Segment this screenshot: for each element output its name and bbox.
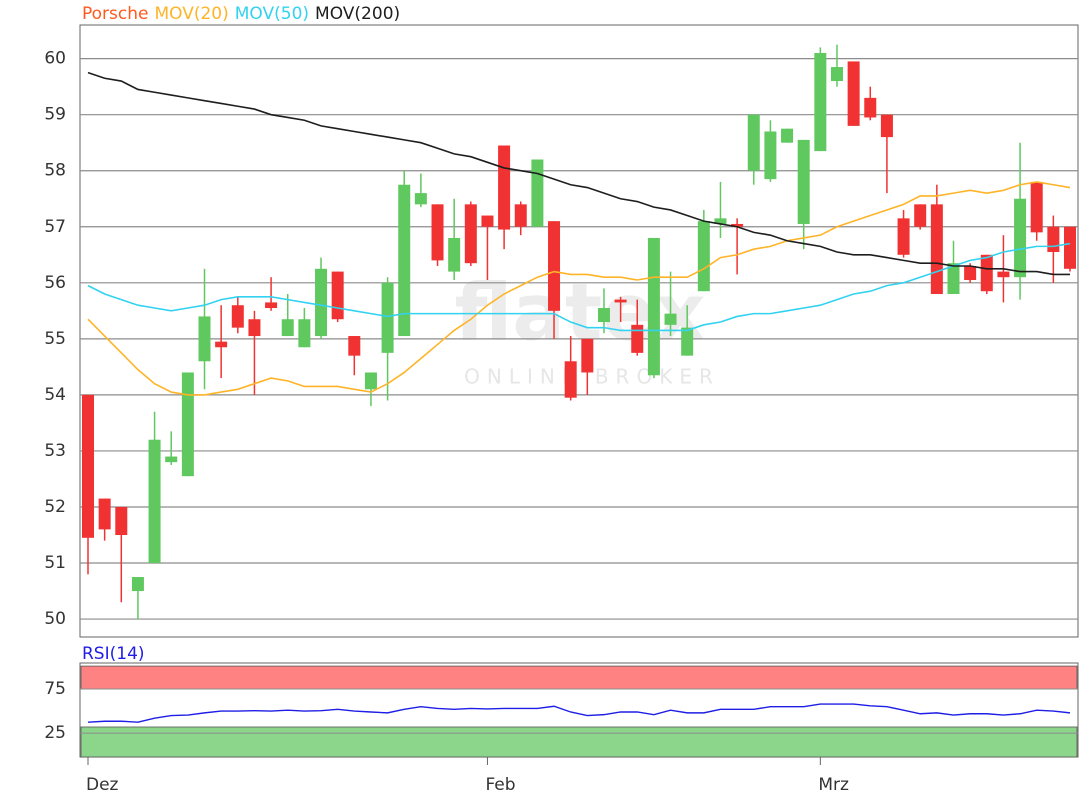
candle-body (531, 159, 544, 227)
candle-body (548, 221, 561, 311)
candle-body (781, 128, 794, 143)
rsi-label: RSI(14) (82, 644, 145, 664)
candle-body (764, 131, 777, 180)
candle-body (1030, 181, 1043, 233)
y-tick-label: 55 (44, 329, 66, 349)
candle-body (165, 456, 178, 463)
candle-body (1047, 226, 1060, 252)
candle-body (381, 282, 394, 353)
candle-body (281, 319, 294, 337)
candle-body (448, 237, 461, 272)
rsi-band (80, 665, 1078, 690)
candle-body (980, 254, 993, 292)
candle-body (681, 327, 694, 356)
candle-body (331, 271, 344, 320)
candle-body (997, 271, 1010, 278)
y-tick-label: 51 (44, 553, 66, 573)
candle-body (564, 361, 577, 398)
candle-body (298, 319, 311, 348)
y-tick-label: 59 (44, 105, 66, 125)
x-tick-label: Mrz (818, 775, 849, 795)
candle-body (414, 193, 427, 205)
candle-body (880, 114, 893, 138)
candle-body (348, 336, 361, 356)
y-tick-label: 57 (44, 217, 66, 237)
candle-body (198, 316, 211, 362)
legend-entry: MOV(20) (154, 4, 228, 24)
candle-body (697, 221, 710, 292)
moving-average-line (87, 242, 1071, 332)
candle-body (847, 61, 860, 126)
candle-body (664, 313, 677, 325)
candle-body (814, 53, 827, 152)
y-tick-label: 75 (44, 679, 66, 699)
candle-body (82, 394, 94, 538)
y-tick-label: 25 (44, 723, 66, 743)
legend-entry: MOV(50) (235, 4, 309, 24)
candle-body (131, 577, 144, 592)
y-tick-label: 58 (44, 161, 66, 181)
candle-body (498, 145, 511, 230)
rsi-line (87, 703, 1071, 723)
legend-entry: MOV(200) (315, 4, 400, 24)
moving-average-line (87, 71, 1070, 276)
y-tick-label: 60 (44, 49, 66, 69)
candle-body (431, 204, 444, 261)
rsi-band (80, 726, 1078, 758)
candle-body (947, 263, 960, 295)
candle-body (1014, 198, 1027, 278)
candle-body (231, 305, 244, 328)
candle-body (731, 223, 744, 227)
legend-entry: Porsche (82, 4, 148, 24)
candle-body (897, 218, 910, 255)
moving-average-line (87, 181, 1071, 396)
candle-body (148, 439, 161, 564)
candle-body (830, 67, 843, 82)
y-tick-label: 56 (44, 273, 66, 293)
y-tick-label: 53 (44, 441, 66, 461)
candle-body (930, 204, 943, 295)
candle-body (864, 97, 877, 118)
y-tick-label: 50 (44, 609, 66, 629)
x-tick-label: Dez (86, 775, 119, 795)
x-tick-label: Feb (485, 775, 515, 795)
candle-body (481, 215, 494, 227)
candle-body (614, 299, 627, 303)
main-plot-area (79, 24, 1079, 638)
candle-body (265, 302, 278, 309)
candle-body (1064, 226, 1076, 269)
candle-body (747, 114, 760, 171)
candle-body (181, 372, 194, 477)
y-tick-label: 54 (44, 385, 66, 405)
candle-body (248, 319, 261, 337)
candle-body (98, 498, 111, 530)
candle-body (964, 265, 977, 280)
candle-body (597, 308, 610, 323)
candle-body (464, 204, 477, 264)
candle-body (364, 372, 377, 390)
candle-body (398, 184, 411, 337)
candle-body (581, 338, 594, 373)
y-tick-label: 52 (44, 497, 66, 517)
candle-body (714, 218, 727, 224)
candle-body (115, 506, 128, 535)
candle-body (797, 139, 810, 224)
candle-body (914, 204, 927, 227)
candle-body (215, 341, 228, 348)
candle-body (631, 324, 644, 353)
candle-body (315, 268, 328, 337)
candle-body (647, 237, 660, 376)
candle-body (514, 204, 527, 227)
